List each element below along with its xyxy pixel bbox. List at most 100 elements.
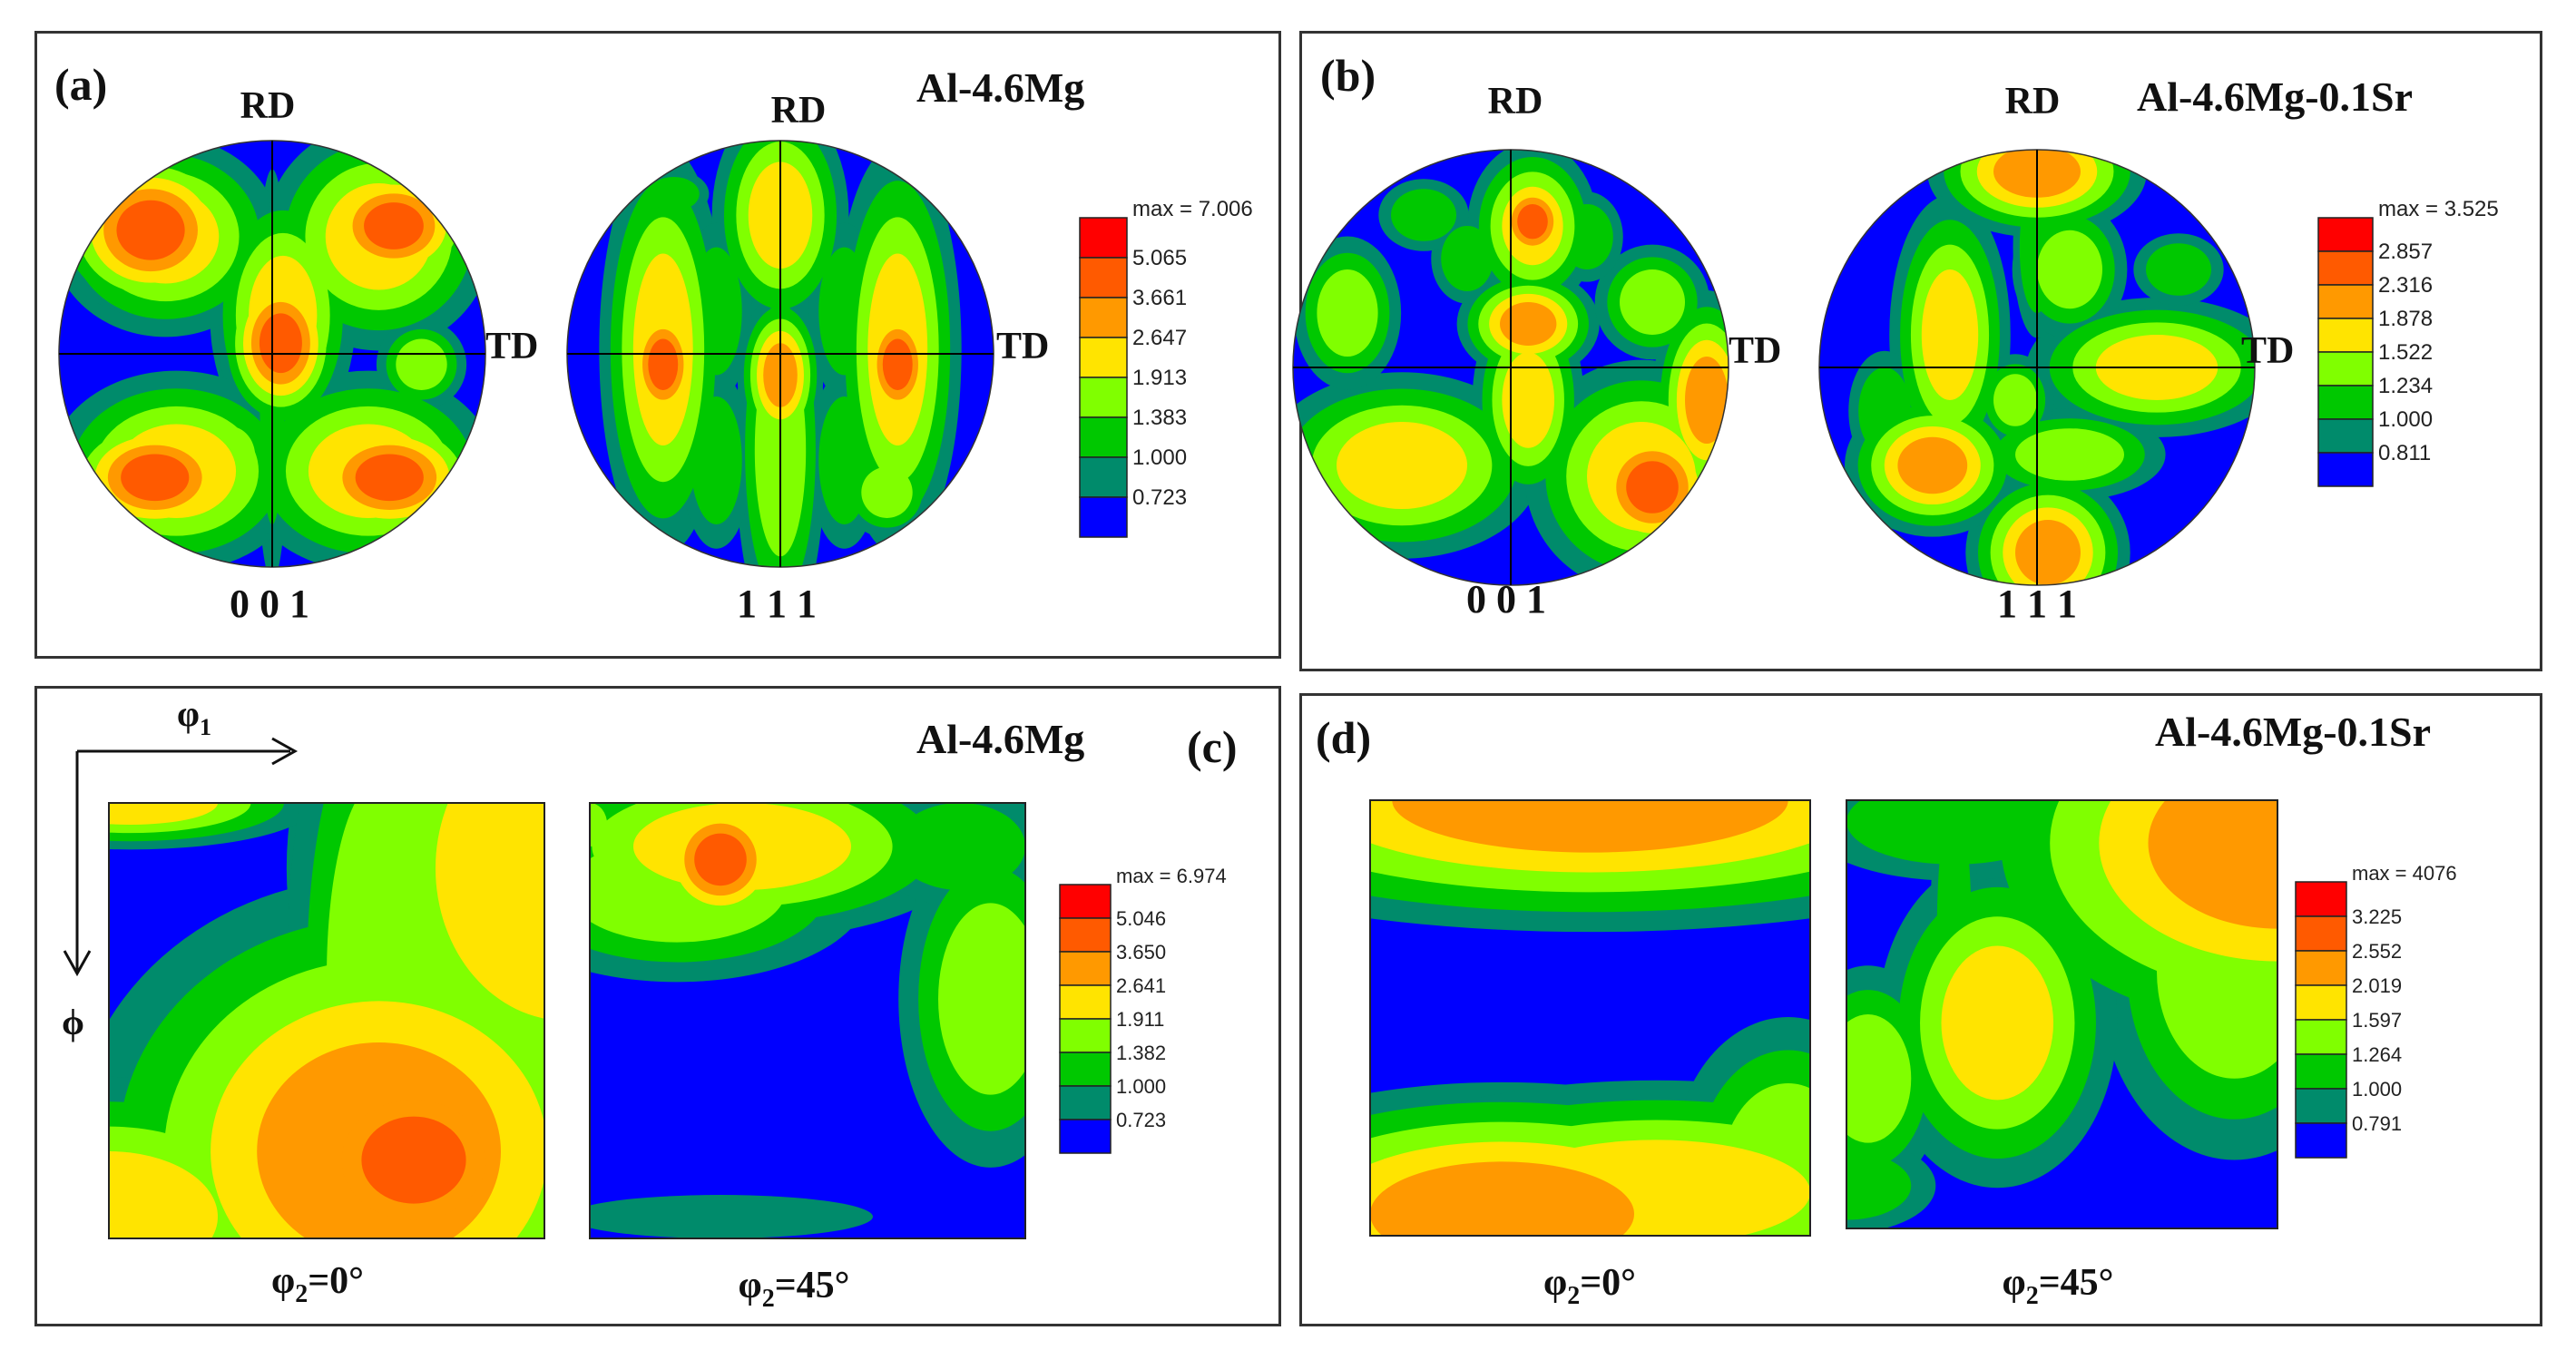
panel-tag: (a) — [54, 59, 107, 110]
legend-swatch — [2295, 984, 2347, 1021]
legend-swatch — [2295, 915, 2347, 952]
pole-caption: 1 1 1 — [1997, 582, 2077, 626]
legend-swatch — [1079, 337, 1128, 378]
legend-swatch — [1079, 496, 1128, 538]
td-label: TD — [996, 326, 1049, 367]
odf-caption: φ2=45° — [2003, 1262, 2114, 1310]
legend-swatch — [1079, 217, 1128, 259]
legend-swatch — [2317, 284, 2374, 319]
panel-tag: (c) — [1187, 721, 1238, 772]
odf-section-c-0 — [109, 803, 544, 1238]
legend-swatch — [1079, 416, 1128, 458]
td-label: TD — [2241, 330, 2294, 372]
legend-swatch — [2317, 452, 2374, 487]
legend-value: 1.000 — [1132, 445, 1187, 470]
legend-value: 5.046 — [1116, 907, 1166, 930]
legend-swatch — [2295, 1053, 2347, 1090]
legend-value: 0.723 — [1116, 1109, 1166, 1131]
legend-value: 1.382 — [1116, 1042, 1166, 1064]
legend-value: 3.225 — [2352, 905, 2402, 928]
legend-value: 1.000 — [1116, 1075, 1166, 1098]
legend-value: 1.383 — [1132, 406, 1187, 430]
phi-label: ϕ — [62, 1002, 84, 1042]
alloy-label: Al-4.6Mg — [916, 64, 1084, 111]
legend-value: max = 3.525 — [2378, 197, 2499, 221]
legend-value: 1.913 — [1132, 366, 1187, 390]
legend-swatch — [2295, 1019, 2347, 1055]
legend-value: 1.000 — [2352, 1078, 2402, 1101]
legend-swatch — [1059, 984, 1112, 1020]
legend-value: 2.552 — [2352, 940, 2402, 963]
legend-swatch — [1059, 917, 1112, 953]
pole-caption: 0 0 1 — [230, 582, 309, 626]
legend-value: 2.857 — [2378, 240, 2433, 264]
odf-caption: φ2=0° — [1543, 1262, 1636, 1310]
legend-value: max = 6.974 — [1116, 865, 1227, 887]
legend-swatch — [1079, 456, 1128, 498]
legend-value: 1.264 — [2352, 1043, 2402, 1066]
odf-caption: φ2=45° — [739, 1265, 850, 1313]
pole-figure-b-1 — [1819, 150, 2255, 585]
legend-value: 1.878 — [2378, 307, 2433, 331]
legend-swatch — [2317, 250, 2374, 286]
legend-swatch — [1059, 1085, 1112, 1120]
legend-value: 2.316 — [2378, 273, 2433, 298]
legend-swatch — [1059, 1119, 1112, 1154]
phi-arrow-icon — [63, 950, 92, 977]
legend-swatch — [1079, 297, 1128, 338]
legend-value: 2.641 — [1116, 974, 1166, 997]
legend-swatch — [1079, 377, 1128, 418]
legend-value: 1.234 — [2378, 374, 2433, 398]
rd-label: RD — [771, 90, 827, 132]
legend-value: 2.019 — [2352, 974, 2402, 997]
legend-swatch — [1059, 951, 1112, 986]
legend-d: max = 4076 3.225 2.552 2.019 1.597 1.264 1.000… — [2295, 862, 2457, 1159]
legend-swatch — [2295, 881, 2347, 917]
odf-caption: φ2=0° — [271, 1260, 364, 1308]
legend-swatch — [2317, 351, 2374, 386]
legend-swatch — [2317, 318, 2374, 353]
odf-frame — [1369, 799, 1811, 1237]
odf-section-d-1 — [1846, 800, 2277, 1228]
legend-swatch — [2317, 385, 2374, 420]
legend-swatch — [2317, 418, 2374, 454]
pole-caption: 0 0 1 — [1466, 577, 1546, 621]
legend-value: 1.597 — [2352, 1009, 2402, 1032]
alloy-label: Al-4.6Mg-0.1Sr — [2155, 709, 2431, 755]
legend-value: 5.065 — [1132, 246, 1187, 270]
legend-swatch — [2317, 217, 2374, 252]
odf-frame — [589, 802, 1026, 1239]
rd-label: RD — [2005, 81, 2061, 122]
legend-swatch — [1059, 1052, 1112, 1087]
legend-value: max = 4076 — [2352, 862, 2457, 885]
legend-b: max = 3.525 2.857 2.316 1.878 1.522 1.234 1.00… — [2317, 197, 2499, 487]
alloy-label: Al-4.6Mg — [916, 716, 1084, 762]
rd-label: RD — [1488, 81, 1543, 122]
legend-value: max = 7.006 — [1132, 197, 1253, 221]
legend-swatch — [2295, 1122, 2347, 1159]
alloy-label: Al-4.6Mg-0.1Sr — [2137, 73, 2413, 120]
legend-a: max = 7.006 5.065 3.661 2.647 1.913 1.383 1.00… — [1079, 197, 1253, 538]
odf-section-c-1 — [590, 803, 1025, 1238]
legend-value: 3.650 — [1116, 941, 1166, 964]
odf-section-d-0 — [1370, 800, 1810, 1236]
panel-tag: (d) — [1316, 712, 1371, 763]
legend-value: 1.522 — [2378, 340, 2433, 365]
legend-swatch — [1059, 1018, 1112, 1053]
legend-value: 2.647 — [1132, 326, 1187, 350]
odf-frame — [108, 802, 545, 1239]
phi1-label: φ1 — [177, 693, 211, 740]
legend-value: 0.811 — [2378, 441, 2431, 465]
legend-value: 0.723 — [1132, 485, 1187, 510]
legend-swatch — [2295, 1088, 2347, 1124]
pole-caption: 1 1 1 — [737, 582, 817, 626]
panel-tag: (b) — [1320, 50, 1376, 101]
td-label: TD — [1729, 330, 1781, 372]
legend-value: 0.791 — [2352, 1112, 2402, 1135]
phi1-arrow-icon — [271, 737, 299, 766]
odf-frame — [1846, 799, 2278, 1229]
legend-value: 1.911 — [1116, 1008, 1164, 1031]
legend-value: 3.661 — [1132, 286, 1187, 310]
legend-swatch — [2295, 950, 2347, 986]
